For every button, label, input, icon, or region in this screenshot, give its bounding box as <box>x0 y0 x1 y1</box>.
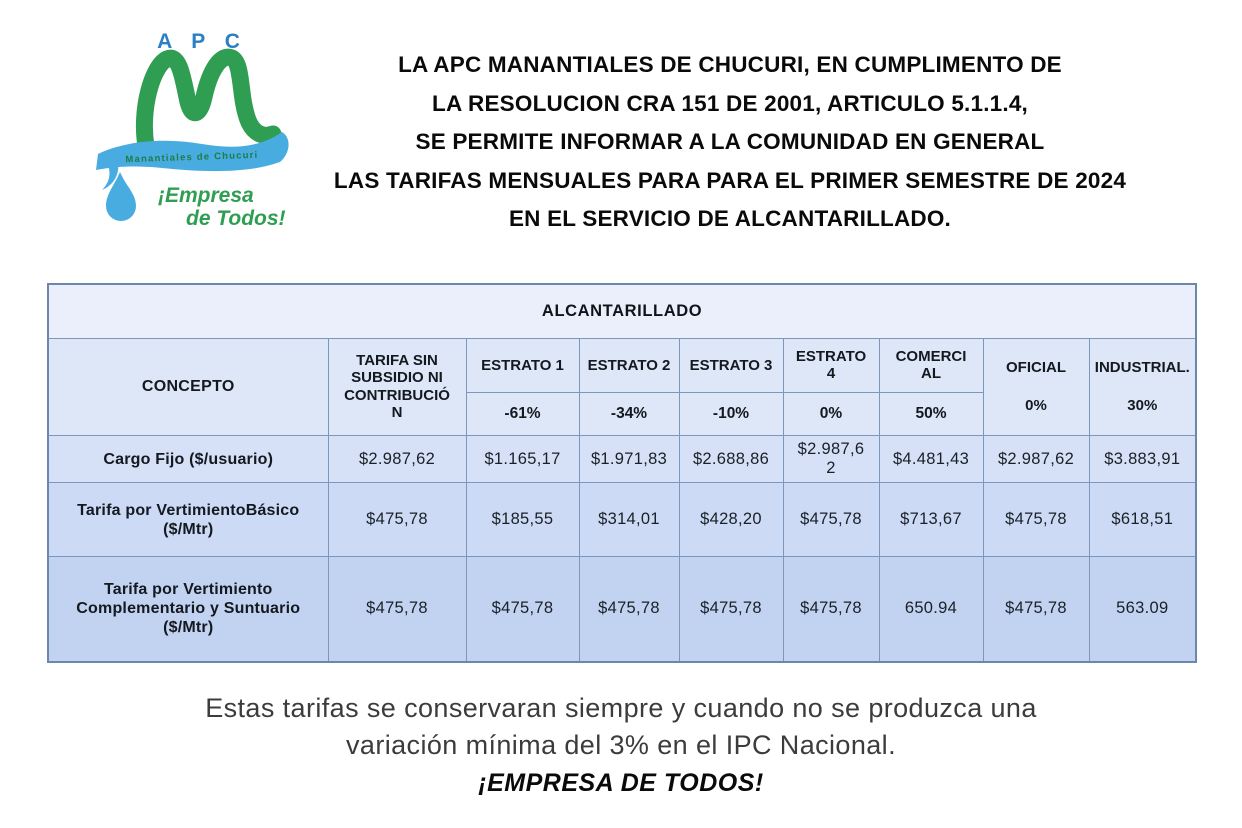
col-header-estrato-1: ESTRATO 1 <box>465 337 580 394</box>
footer-slogan: ¡EMPRESA DE TODOS! <box>478 769 764 797</box>
col-header-tarifa-sin-subsidio: TARIFA SIN SUBSIDIO NI CONTRIBUCIÓ N <box>327 337 467 436</box>
pct-estrato-3: -10% <box>678 392 784 436</box>
logo-tagline-line2: de Todos! <box>186 207 286 229</box>
col-header-estrato-4: ESTRATO 4 <box>782 337 880 394</box>
table-row-vertimiento-basico: Tarifa por VertimientoBásico ($/Mtr) $47… <box>47 482 1197 557</box>
table-row-cargo-fijo: Cargo Fijo ($/usuario) $2.987,62 $1.165,… <box>47 435 1197 483</box>
cell-r2-estrato1: $185,55 <box>465 482 580 557</box>
footer-line-1: Estas tarifas se conservaran siempre y c… <box>205 693 1037 723</box>
cell-r3-tarifa: $475,78 <box>327 556 467 662</box>
col-header-oficial: OFICIAL 0% <box>982 337 1090 436</box>
cell-r2-estrato3: $428,20 <box>678 482 784 557</box>
footer-line-2: variación mínima del 3% en el IPC Nacion… <box>346 730 896 760</box>
table-row-vertimiento-complementario: Tarifa por Vertimiento Complementario y … <box>47 556 1197 662</box>
cell-r3-estrato1: $475,78 <box>465 556 580 662</box>
pct-estrato-2: -34% <box>578 392 680 436</box>
cell-r3-estrato4: $475,78 <box>782 556 880 662</box>
cell-r1-estrato1: $1.165,17 <box>465 435 580 483</box>
cell-r1-oficial: $2.987,62 <box>982 435 1090 483</box>
table-title: ALCANTARILLADO <box>47 283 1197 339</box>
row-concept-vertimiento-complementario: Tarifa por Vertimiento Complementario y … <box>47 556 329 662</box>
cell-r1-estrato3: $2.688,86 <box>678 435 784 483</box>
header-line-4: LAS TARIFAS MENSUALES PARA PARA EL PRIME… <box>333 167 1127 193</box>
cell-r3-industrial: 563.09 <box>1088 556 1197 662</box>
cell-r1-tarifa: $2.987,62 <box>327 435 467 483</box>
header-line-2: LA RESOLUCION CRA 151 DE 2001, ARTICULO … <box>432 90 1028 116</box>
cell-r2-estrato2: $314,01 <box>578 482 680 557</box>
cell-r1-industrial: $3.883,91 <box>1088 435 1197 483</box>
cell-r3-comercial: 650.94 <box>878 556 984 662</box>
tariff-table: ALCANTARILLADO CONCEPTO TARIFA SIN SUBSI… <box>47 283 1198 663</box>
logo-ribbon-text: Manantiales de Chucuri <box>125 150 258 166</box>
pct-estrato-1: -61% <box>465 392 580 436</box>
header-line-5: EN EL SERVICIO DE ALCANTARILLADO. <box>508 206 952 231</box>
logo-ribbon: Manantiales de Chucuri <box>96 132 289 190</box>
company-logo: A P C Manantiales de Chucuri ¡Empresa de… <box>82 14 312 230</box>
col-header-industrial-pct: 30% <box>1127 396 1158 414</box>
col-header-industrial: INDUSTRIAL. 30% <box>1088 337 1197 436</box>
col-header-concepto: CONCEPTO <box>47 337 329 436</box>
pct-estrato-4: 0% <box>782 392 880 436</box>
col-header-estrato-3: ESTRATO 3 <box>678 337 784 394</box>
header-line-1: LA APC MANANTIALES DE CHUCURI, EN CUMPLI… <box>398 52 1062 77</box>
notice-title-block: LA APC MANANTIALES DE CHUCURI, EN CUMPLI… <box>290 46 1170 239</box>
col-header-oficial-pct: 0% <box>1025 396 1047 414</box>
footer-note: Estas tarifas se conservaran siempre y c… <box>0 690 1242 798</box>
water-drop-icon <box>106 172 136 221</box>
row-concept-cargo-fijo: Cargo Fijo ($/usuario) <box>47 435 329 483</box>
cell-r3-oficial: $475,78 <box>982 556 1090 662</box>
col-header-oficial-label: OFICIAL <box>1006 359 1066 376</box>
cell-r2-industrial: $618,51 <box>1088 482 1197 557</box>
col-header-industrial-label: INDUSTRIAL. <box>1094 359 1190 376</box>
col-header-estrato-2: ESTRATO 2 <box>578 337 680 394</box>
logo-apc-text: A P C <box>157 30 247 53</box>
cell-r1-estrato4: $2.987,6 2 <box>782 435 880 483</box>
cell-r2-comercial: $713,67 <box>878 482 984 557</box>
cell-r1-estrato2: $1.971,83 <box>578 435 680 483</box>
cell-r1-comercial: $4.481,43 <box>878 435 984 483</box>
cell-r3-estrato2: $475,78 <box>578 556 680 662</box>
cell-r2-tarifa: $475,78 <box>327 482 467 557</box>
logo-tagline-line1: ¡Empresa <box>158 184 254 207</box>
cell-r2-estrato4: $475,78 <box>782 482 880 557</box>
company-logo-graphic: A P C Manantiales de Chucuri ¡Empresa de… <box>96 30 289 230</box>
cell-r2-oficial: $475,78 <box>982 482 1090 557</box>
cell-r3-estrato3: $475,78 <box>678 556 784 662</box>
row-concept-vertimiento-basico: Tarifa por VertimientoBásico ($/Mtr) <box>47 482 329 557</box>
pct-comercial: 50% <box>878 392 984 436</box>
col-header-comercial: COMERCI AL <box>878 337 984 394</box>
header-line-3: SE PERMITE INFORMAR A LA COMUNIDAD EN GE… <box>415 129 1045 154</box>
